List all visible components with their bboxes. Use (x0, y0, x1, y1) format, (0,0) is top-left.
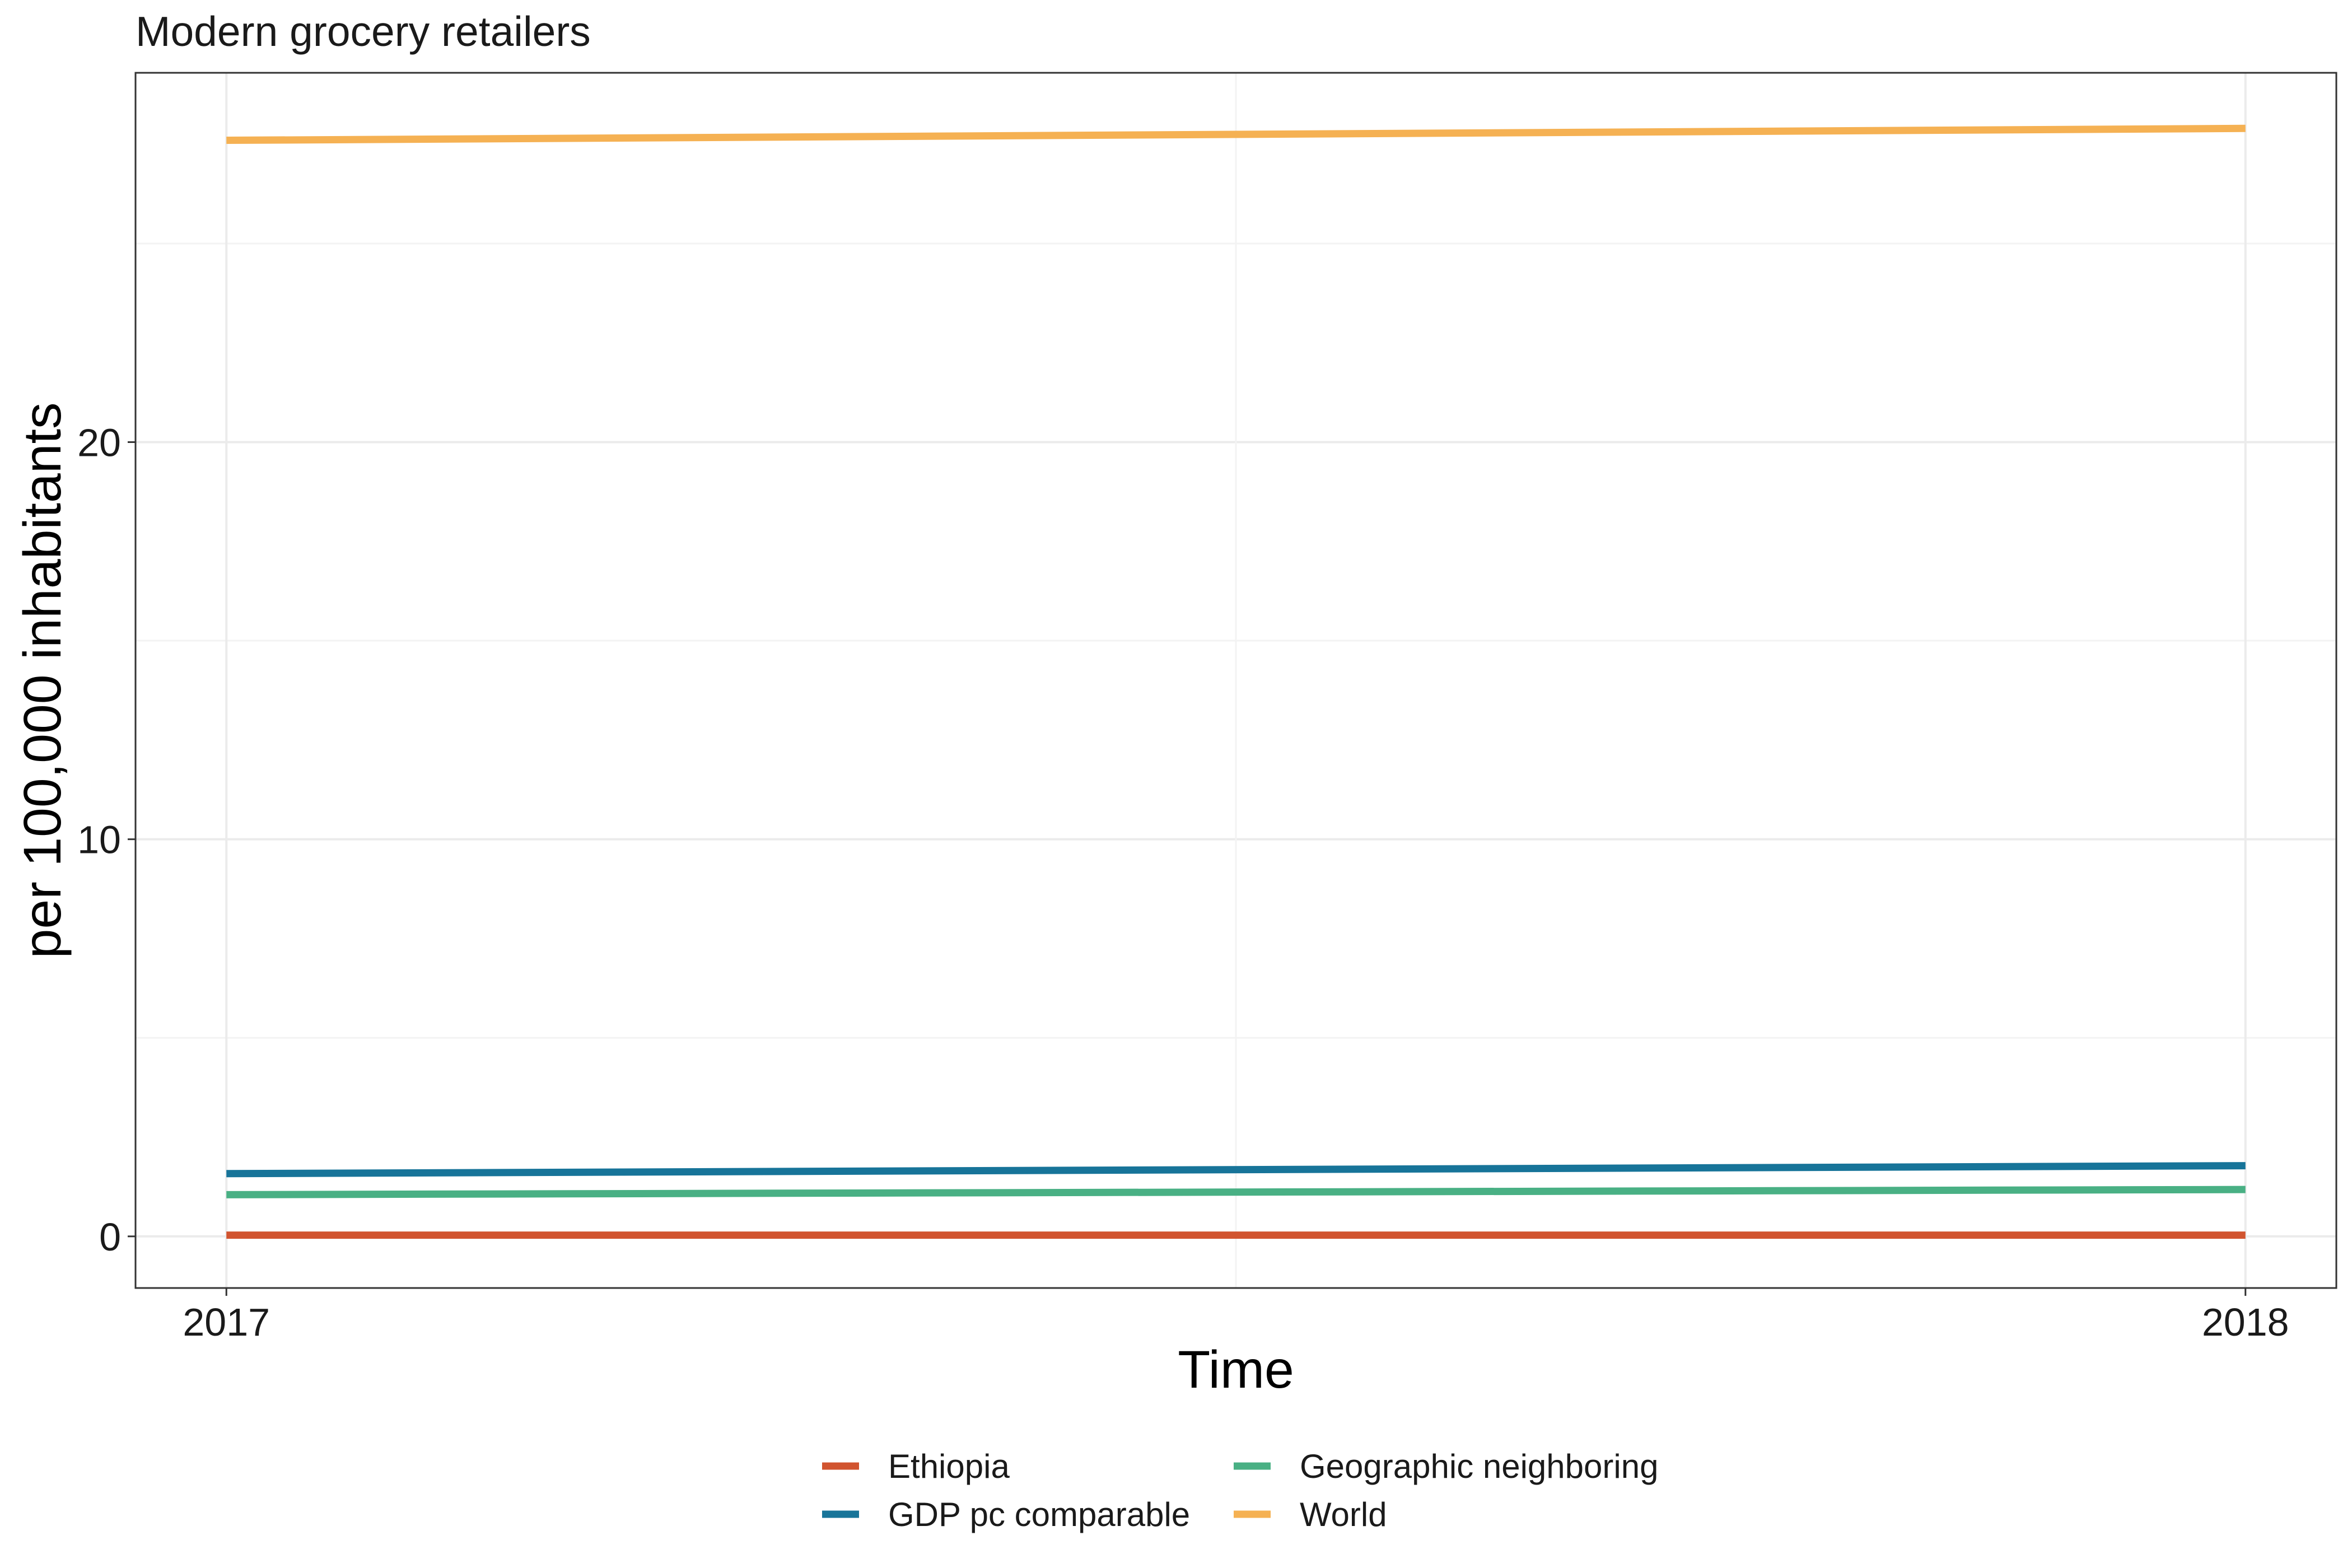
axes: 0 10 20 2017 2018 (77, 421, 2289, 1344)
legend-label: World (1300, 1496, 1387, 1533)
y-axis-title: per 100,000 inhabitants (13, 402, 72, 958)
legend-label: GDP pc comparable (888, 1496, 1190, 1533)
y-tick-label: 10 (77, 818, 121, 862)
x-tick-label: 2017 (183, 1300, 270, 1344)
y-tick-label: 0 (99, 1215, 121, 1259)
series-line-gdp-pc-comparable (226, 1162, 2246, 1178)
legend-label: Ethiopia (888, 1448, 1010, 1485)
gridlines (136, 73, 2336, 1288)
series-lines (226, 124, 2246, 1239)
chart-title: Modern grocery retailers (136, 8, 591, 55)
x-axis-title: Time (1178, 1340, 1294, 1399)
legend: Ethiopia GDP pc comparable Geographic neig… (822, 1448, 1658, 1533)
legend-label: Geographic neighboring (1300, 1448, 1658, 1485)
y-tick-label: 20 (77, 421, 121, 465)
series-line-world (226, 124, 2246, 144)
x-tick-label: 2018 (2202, 1300, 2289, 1344)
plot-panel (134, 72, 2337, 1289)
series-line-geographic-neighboring (226, 1186, 2246, 1198)
